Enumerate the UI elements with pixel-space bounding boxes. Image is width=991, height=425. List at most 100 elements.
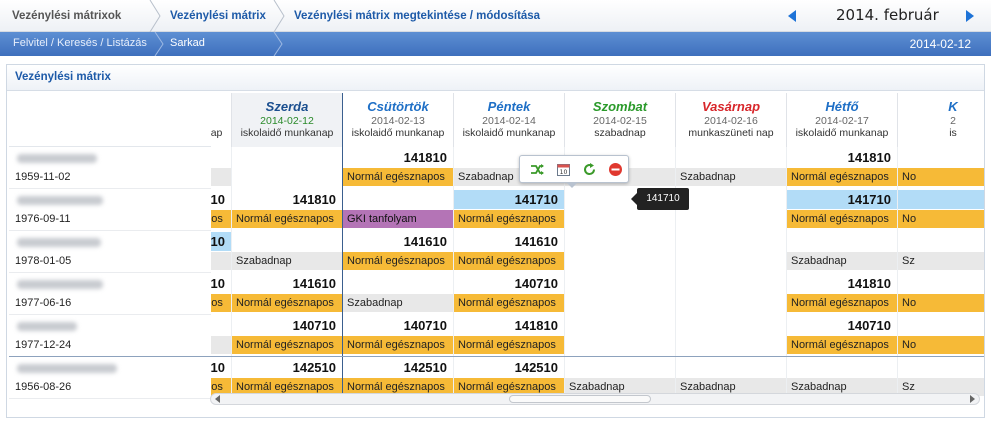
day-header[interactable]: Szombat 2014-02-15 szabadnap [565,93,676,147]
breadcrumb-item-matrix[interactable]: Vezénylési mátrix [170,10,266,22]
employee-birthdate: 1956-08-26 [15,381,72,393]
shift-status: Szabadnap [787,252,897,270]
arrow-left-icon[interactable] [788,10,796,22]
shift-status: Normál egésznapos [232,378,342,396]
schedule-cell[interactable] [676,189,787,231]
employee-row[interactable]: 1977-12-24 [9,315,211,357]
month-label: 2014. február [836,6,939,24]
schedule-cell[interactable]: 142510 Normál egésznapos [232,357,343,399]
cell-action-popup: 10 [519,155,629,183]
selected-cell-highlight [454,190,564,209]
shift-status: Szabadnap [676,168,786,186]
shift-status: Normál egésznapos [232,294,342,312]
schedule-cell[interactable]: Sz [898,357,984,399]
schedule-cell[interactable]: Sz [898,231,984,273]
schedule-cell[interactable] [676,273,787,315]
arrow-right-icon[interactable] [966,10,974,22]
schedule-cell[interactable]: GKI tanfolyam [343,189,454,231]
day-header[interactable]: Hétfő 2014-02-17 iskolaidő munkanap [787,93,898,147]
employee-name [17,322,77,331]
schedule-cell[interactable]: 141610 Normál egésznapos [211,273,232,315]
schedule-cell[interactable] [565,315,676,357]
calendar-icon[interactable]: 10 [556,162,571,177]
shift-code: 141810 [403,150,447,165]
employee-row[interactable]: 1959-11-02 [9,147,211,189]
schedule-cell[interactable]: 140710 Normál egésznapos [211,189,232,231]
day-header[interactable]: Szerda 2014-02-12 iskolaidő munkanap [232,93,343,147]
shuffle-icon[interactable] [530,162,545,177]
schedule-cell[interactable]: 142510 Normál egésznapos [454,357,565,399]
schedule-cell[interactable]: No [898,189,984,231]
day-header[interactable]: K 2 is [898,93,984,147]
subnav-item-location[interactable]: Sarkad [170,37,205,49]
schedule-cell[interactable]: Szabadnap [676,357,787,399]
shift-status: Normál egésznapos [211,294,231,312]
schedule-cell[interactable] [232,147,343,189]
schedule-cell[interactable]: Szabadnap [787,231,898,273]
schedule-cell[interactable]: Szabadnap [211,147,232,189]
schedule-cell[interactable]: 141810 Normál egésznapos [787,273,898,315]
day-header[interactable]: Csütörtök 2014-02-13 iskolaidő munkanap [343,93,454,147]
day-type: iskolaidő munkanap [211,127,223,139]
schedule-cell[interactable]: 141810 Normál egésznapos [343,147,454,189]
schedule-cell[interactable]: Szabadnap [211,315,232,357]
schedule-cell[interactable]: Szabadnap [232,231,343,273]
refresh-icon[interactable] [582,162,597,177]
schedule-cell[interactable]: No [898,315,984,357]
delete-icon[interactable] [608,162,623,177]
shift-status: Sz [898,378,984,396]
day-date: 2 [950,115,956,127]
day-name: K [948,99,958,114]
schedule-cell[interactable]: Szabadnap [565,357,676,399]
schedule-cell[interactable]: Szabadnap [343,273,454,315]
schedule-cell[interactable]: Szabadnap [787,357,898,399]
schedule-cell[interactable]: Szabadnap [676,147,787,189]
shift-status: Szabadnap [211,168,231,186]
schedule-cell[interactable]: 140710 Normál egésznapos [232,315,343,357]
day-header[interactable]: Kedd2014-02-11iskolaidő munkanap [211,93,232,147]
schedule-cell[interactable]: 141710 Szabadnap [211,231,232,273]
schedule-cell[interactable]: 141710 Normál egésznapos [787,189,898,231]
schedule-cell[interactable] [676,315,787,357]
schedule-cell[interactable]: No [898,273,984,315]
top-breadcrumb-bar: Vezénylési mátrixok Vezénylési mátrix Ve… [0,0,991,32]
schedule-cell[interactable]: 141610 Normál egésznapos [454,231,565,273]
schedule-cell[interactable]: 142510 Normál egésznapos [343,357,454,399]
schedule-cell[interactable]: 141610 Normál egésznapos [343,231,454,273]
breadcrumb-separator-icon [273,0,285,32]
schedule-cell[interactable]: 140710 Normál egésznapos [787,315,898,357]
schedule-cell[interactable]: 140710 Normál egésznapos [454,273,565,315]
shift-code: 141810 [514,318,558,333]
subnav-item-list[interactable]: Felvitel / Keresés / Listázás [13,37,147,49]
employee-row[interactable]: 1978-01-05 [9,231,211,273]
schedule-cell[interactable] [565,189,676,231]
employee-row[interactable]: 1977-06-16 [9,273,211,315]
horizontal-scrollbar[interactable] [210,393,980,405]
day-name: Csütörtök [367,99,429,114]
tooltip-pointer [631,193,637,205]
schedule-cell[interactable] [676,231,787,273]
schedule-cell[interactable]: 141610 Normál egésznapos [232,273,343,315]
breadcrumb-item-view-edit: Vezénylési mátrix megtekintése / módosít… [294,10,541,22]
breadcrumb-item-matrices[interactable]: Vezénylési mátrixok [12,10,122,22]
employee-row[interactable]: 1956-08-26 [9,357,211,399]
breadcrumb-separator-icon [149,0,161,32]
schedule-cell[interactable]: 141810 Normál egésznapos [232,189,343,231]
schedule-cell[interactable]: 141810 Normál egésznapos [454,315,565,357]
shift-status: No [898,336,984,354]
schedule-cell[interactable]: 141710 Normál egésznapos [454,189,565,231]
schedule-cell[interactable] [565,273,676,315]
schedule-cell[interactable]: 141810 Normál egésznapos [211,357,232,399]
schedule-cell[interactable]: 140710 Normál egésznapos [343,315,454,357]
scroll-right-icon[interactable] [970,395,975,403]
scroll-left-icon[interactable] [215,395,220,403]
schedule-cell[interactable]: No [898,147,984,189]
employee-row[interactable]: 1976-09-11 [9,189,211,231]
shift-status: Normál egésznapos [211,378,231,396]
day-header[interactable]: Péntek 2014-02-14 iskolaidő munkanap [454,93,565,147]
schedule-cell[interactable] [565,231,676,273]
shift-code: 142510 [292,360,336,375]
schedule-cell[interactable]: 141810 Normál egésznapos [787,147,898,189]
day-header[interactable]: Vasárnap 2014-02-16 munkaszüneti nap [676,93,787,147]
scrollbar-thumb[interactable] [509,395,651,403]
